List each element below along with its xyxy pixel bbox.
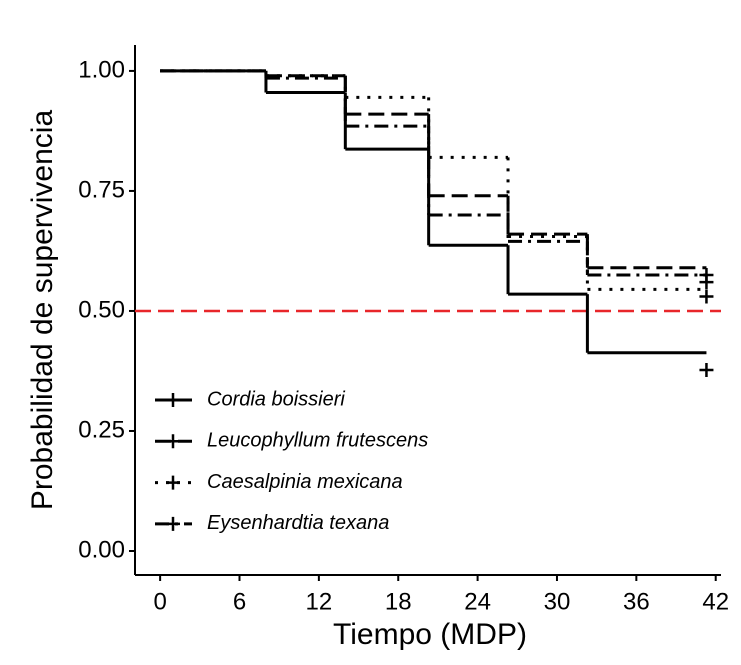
censor-mark bbox=[699, 289, 714, 304]
legend-censor bbox=[166, 475, 180, 490]
x-tick-label: 42 bbox=[702, 588, 729, 615]
x-tick-label: 12 bbox=[306, 588, 333, 615]
legend-label: Cordia boissieri bbox=[207, 388, 345, 410]
censor-mark bbox=[699, 363, 714, 378]
y-tick-label: 0.75 bbox=[78, 176, 125, 203]
x-tick-label: 6 bbox=[233, 588, 246, 615]
legend-label: Caesalpinia mexicana bbox=[207, 471, 403, 493]
x-tick-label: 36 bbox=[623, 588, 650, 615]
legend-label: Eysenhardtia texana bbox=[207, 512, 389, 534]
y-tick-label: 0.50 bbox=[78, 296, 125, 323]
x-tick-label: 18 bbox=[385, 588, 412, 615]
x-tick-label: 0 bbox=[153, 588, 166, 615]
x-tick-label: 24 bbox=[464, 588, 491, 615]
legend-censor bbox=[166, 393, 180, 407]
legend-censor bbox=[166, 434, 180, 449]
y-tick-label: 0.00 bbox=[78, 536, 125, 563]
legend-label: Leucophyllum frutescens bbox=[207, 430, 428, 452]
y-tick-label: 1.00 bbox=[78, 56, 125, 83]
x-tick-label: 30 bbox=[544, 588, 571, 615]
y-axis-title: Probabilidad de supervivencia bbox=[26, 110, 59, 511]
legend-censor bbox=[166, 516, 180, 531]
y-tick-label: 0.25 bbox=[78, 416, 125, 443]
censor-mark bbox=[699, 275, 714, 290]
x-axis-title: Tiempo (MDP) bbox=[333, 618, 527, 651]
